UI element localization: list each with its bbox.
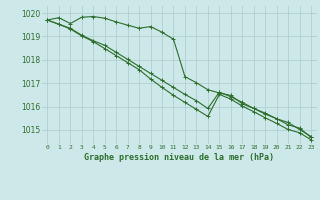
X-axis label: Graphe pression niveau de la mer (hPa): Graphe pression niveau de la mer (hPa) <box>84 153 274 162</box>
